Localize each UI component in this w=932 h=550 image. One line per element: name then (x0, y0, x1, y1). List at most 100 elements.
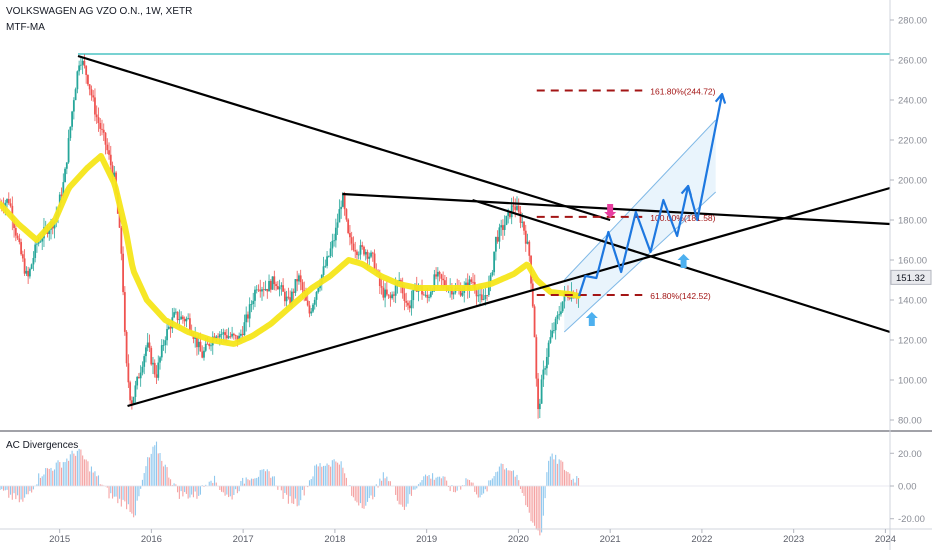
candle-body (315, 292, 318, 300)
channel-lower (563, 191, 717, 333)
candle-body (162, 345, 165, 346)
candle-body (329, 248, 332, 257)
candle-body (197, 341, 200, 348)
candle-body (275, 284, 277, 286)
candle-body (28, 268, 31, 277)
trendlines (77, 53, 891, 408)
candle-body (166, 328, 168, 341)
candle-body (183, 318, 186, 322)
candle-body (76, 71, 79, 90)
candle-body (247, 314, 249, 319)
projection-path (577, 92, 727, 297)
candle-body (291, 291, 293, 305)
candle-body (248, 304, 251, 319)
y-tick-label: 140.00 (898, 296, 927, 307)
candle-body (69, 126, 72, 139)
candle-body (531, 283, 534, 307)
candle-body (440, 274, 443, 279)
candle-body (181, 316, 184, 319)
x-tick-label: 2020 (508, 534, 529, 545)
candle-body (174, 311, 177, 313)
price-badge (890, 269, 932, 285)
candle-body (187, 318, 190, 320)
candle-body (412, 289, 415, 301)
candle-body (484, 294, 487, 300)
candle-body (145, 347, 147, 357)
candle-body (338, 209, 341, 223)
candle-body (259, 289, 262, 292)
candle-body (556, 315, 559, 319)
candle-body (262, 289, 265, 291)
candle-body (99, 123, 102, 129)
candle-body (493, 251, 496, 273)
candle-body (23, 258, 26, 274)
candle-body (261, 289, 263, 292)
candle-body (199, 341, 202, 352)
candle-body (514, 206, 517, 210)
candle-body (331, 240, 334, 249)
candle-body (368, 256, 371, 259)
candle-body (243, 322, 246, 336)
candle-body (380, 285, 383, 288)
candle-body (364, 251, 367, 255)
candle-body (6, 199, 8, 203)
candle-body (225, 335, 228, 339)
candle-body (138, 376, 140, 379)
candle-body (234, 335, 237, 337)
candle-body (39, 241, 42, 243)
candle-body (313, 299, 316, 305)
candle-body (120, 227, 123, 254)
candle-body (65, 162, 68, 169)
y-tick-label: 80.00 (898, 416, 922, 427)
candle-body (254, 289, 256, 301)
candle-body (141, 366, 144, 373)
candle-body (475, 290, 478, 297)
candles (0, 54, 580, 419)
candle-body (322, 266, 325, 275)
candle-body (113, 172, 116, 177)
candle-body (366, 251, 369, 259)
candle-body (299, 275, 302, 283)
candle-body (257, 289, 260, 291)
subpane-title: AC Divergences (6, 440, 79, 451)
candle-body (545, 356, 548, 369)
candle-body (79, 64, 82, 66)
candle-body (203, 350, 205, 358)
candle-body (308, 305, 311, 314)
candle-body (102, 129, 105, 133)
candle-body (130, 400, 133, 405)
oscillator-bars (0, 441, 890, 536)
candle-body (185, 318, 188, 322)
candle-body (526, 241, 529, 244)
candle-body (521, 221, 524, 223)
candle-body (568, 297, 571, 299)
candle-body (486, 294, 488, 296)
candle-body (30, 264, 33, 269)
fib-level-label: 161.80%(244.72) (650, 87, 715, 97)
candle-body (83, 60, 86, 66)
candle-body (487, 282, 490, 296)
candle-body (389, 295, 392, 299)
candle-body (503, 224, 506, 230)
x-tick-label: 2018 (324, 534, 345, 545)
x-tick-label: 2023 (783, 534, 804, 545)
candle-body (535, 337, 538, 379)
candle-body (13, 220, 15, 229)
candle-body (387, 294, 390, 296)
buy-arrow-marker (677, 254, 690, 268)
candle-body (433, 274, 436, 291)
candle-body (153, 362, 156, 375)
candle-body (280, 285, 283, 287)
candle-body (357, 254, 360, 256)
candle-body (125, 331, 128, 364)
candle-body (472, 281, 474, 283)
candle-body (215, 336, 218, 339)
candle-body (264, 288, 267, 291)
candle-body (558, 314, 561, 316)
candle-body (435, 274, 437, 277)
x-tick-label: 2019 (416, 534, 437, 545)
candle-body (359, 245, 362, 255)
